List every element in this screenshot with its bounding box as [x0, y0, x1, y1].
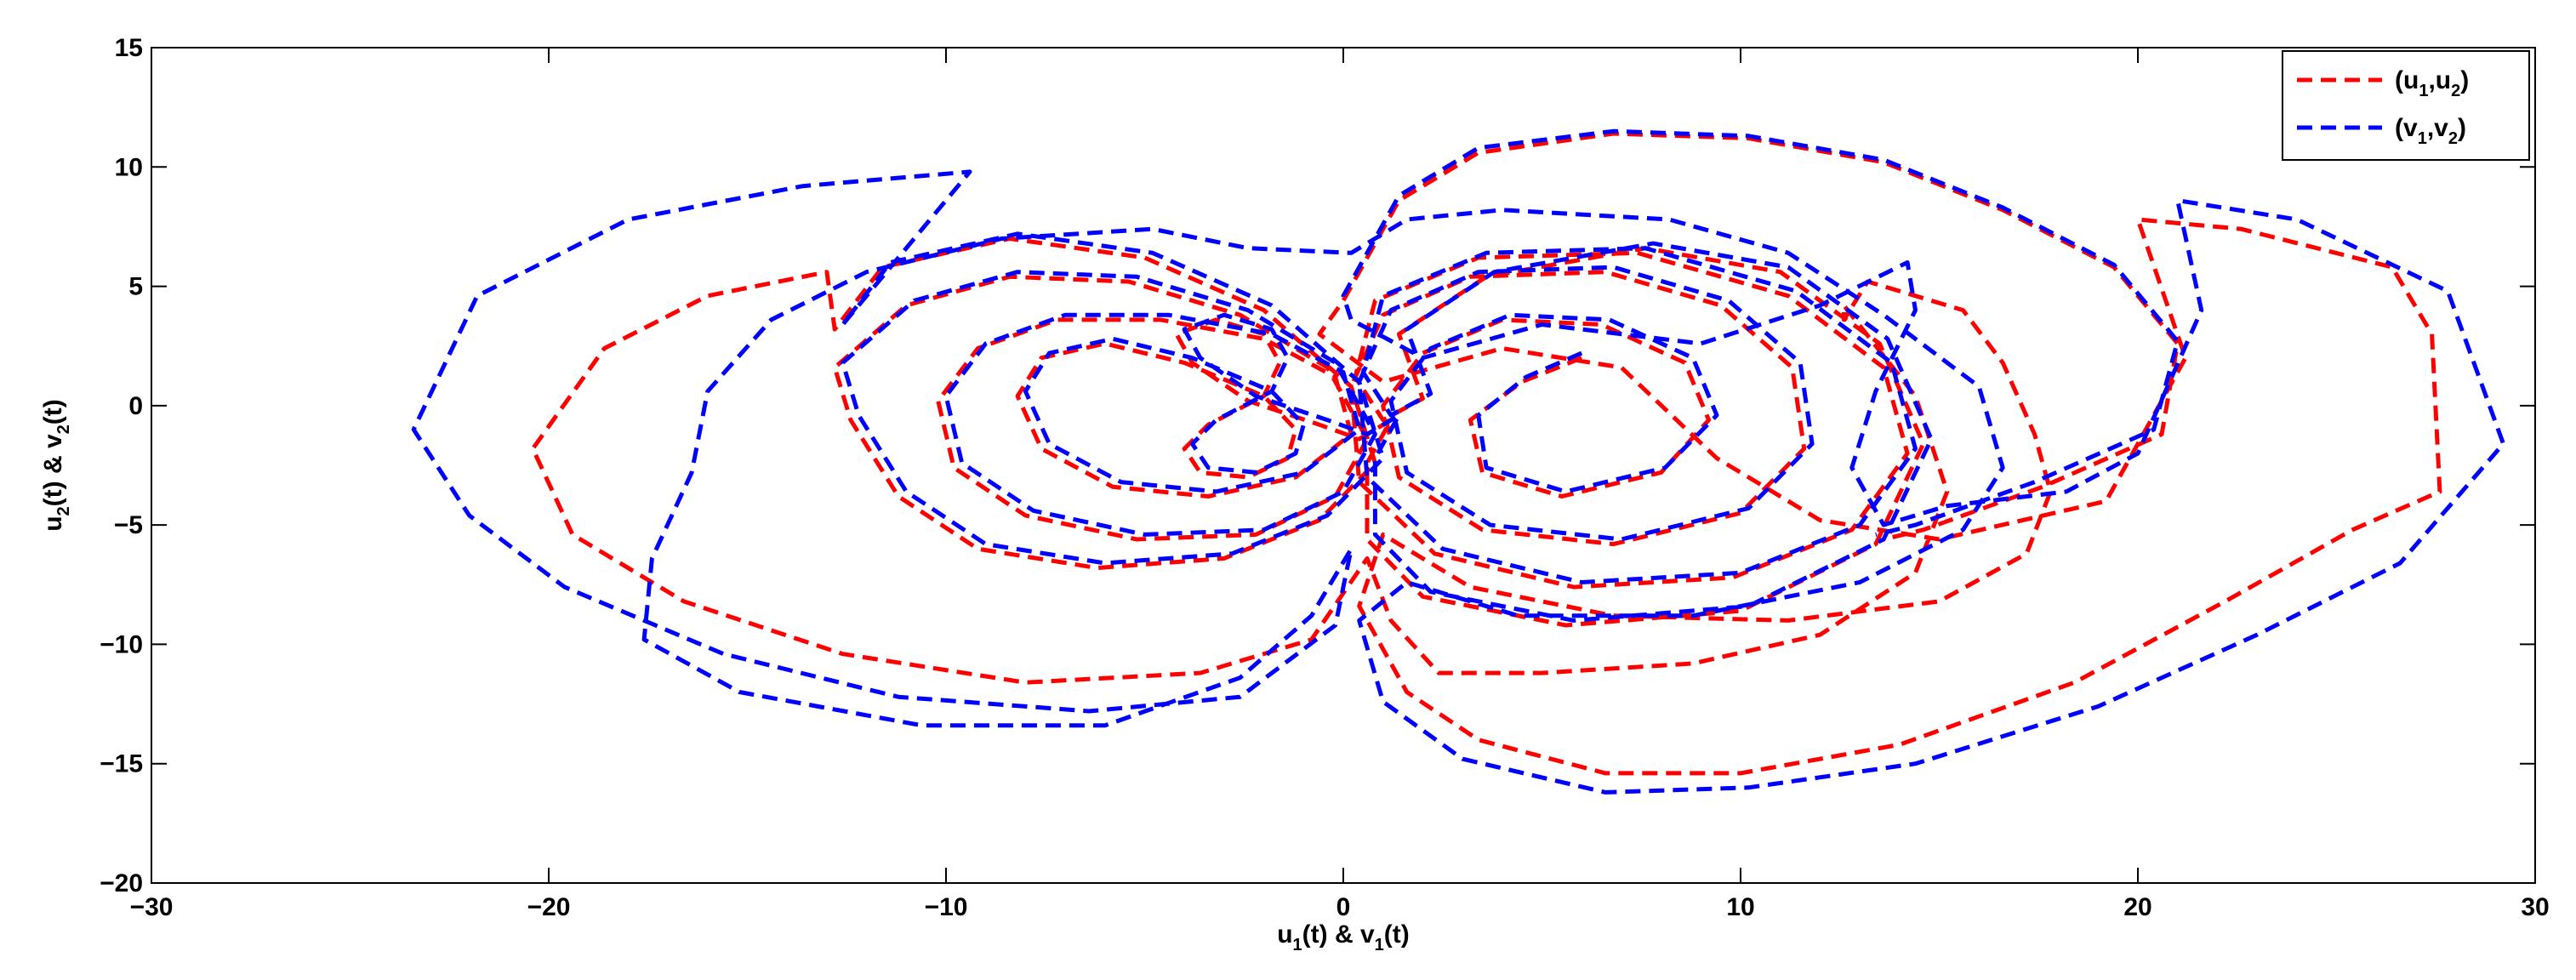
y-tick-label: −5 [114, 511, 143, 539]
x-tick-label: 20 [2123, 893, 2151, 921]
y-tick-label: −20 [100, 869, 143, 897]
x-tick-label: −10 [925, 893, 968, 921]
y-tick-label: 15 [115, 34, 143, 62]
x-tick-label: −30 [130, 893, 174, 921]
x-tick-label: 10 [1726, 893, 1754, 921]
y-tick-label: 10 [115, 153, 143, 181]
x-tick-label: 30 [2521, 893, 2549, 921]
x-tick-label: 0 [1336, 893, 1351, 921]
series-line-v [411, 128, 2506, 795]
y-tick-label: −15 [100, 750, 143, 778]
series-line-u [530, 131, 2442, 776]
y-tick-label: −10 [100, 630, 143, 658]
x-tick-label: −20 [527, 893, 571, 921]
legend: (u1,u2) (v1,v2) [2282, 50, 2530, 161]
series-layer [411, 128, 2506, 795]
y-tick-label: 0 [128, 392, 143, 420]
legend-label-u: (u1,u2) [2395, 66, 2469, 100]
legend-box [2282, 50, 2530, 161]
y-tick-label: 5 [128, 273, 143, 301]
